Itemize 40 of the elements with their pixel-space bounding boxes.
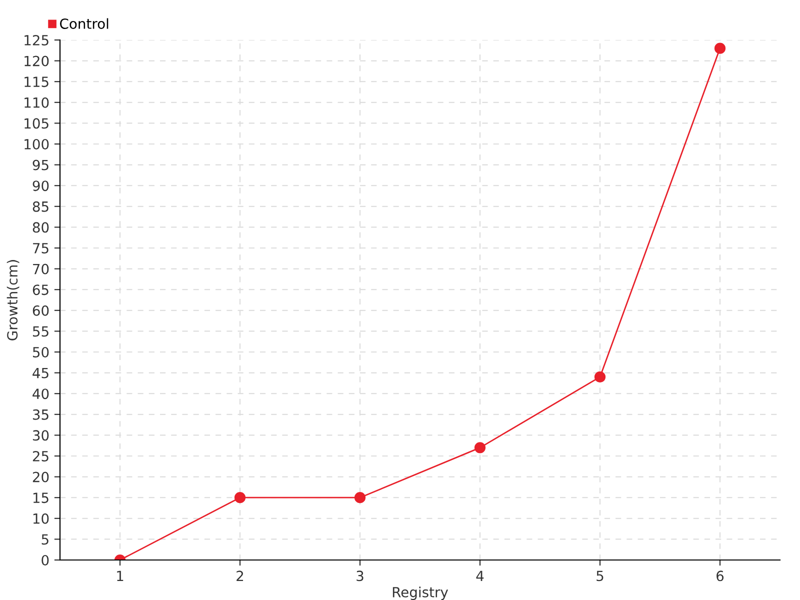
y-tick-label: 125 (24, 34, 48, 46)
legend-label: Control (60, 18, 108, 29)
y-tick-label: 115 (24, 76, 48, 88)
y-tick-label: 30 (32, 430, 49, 441)
y-tick-label: 45 (32, 368, 48, 378)
y-tick-label: 50 (32, 346, 49, 358)
point (474, 442, 486, 454)
y-tick-label: 60 (32, 305, 49, 316)
y-tick-label: 95 (32, 160, 48, 170)
y-tick-label: 105 (24, 118, 48, 129)
y-tick-label: 20 (32, 472, 49, 482)
y-tick-label: 65 (32, 284, 48, 296)
x-tick-label: 2 (236, 570, 244, 581)
y-tick-label: 35 (32, 409, 48, 420)
y-tick-label: 55 (32, 326, 48, 337)
x-tick-label: 5 (596, 570, 604, 582)
y-tick-label: 40 (32, 388, 49, 400)
x-tick-label: 1 (117, 570, 124, 581)
x-tick-label: 6 (716, 570, 724, 582)
y-tick-label: 10 (33, 513, 49, 524)
x-tick-label: 3 (356, 570, 364, 582)
x-tick-label: 4 (476, 570, 484, 581)
y-tick-label: 110 (24, 97, 49, 108)
y-tick-label: 90 (32, 180, 49, 192)
y-tick-label: 120 (24, 56, 49, 66)
y-tick-label: 85 (32, 201, 48, 212)
y-tick-label: 100 (24, 138, 49, 150)
y-tick-label: 75 (33, 243, 48, 254)
y-tick-label: 15 (33, 492, 48, 504)
point (714, 42, 726, 54)
y-axis-title: Growth(cm) (6, 260, 20, 340)
y-tick-label: 5 (42, 534, 48, 545)
point (354, 492, 366, 504)
point (234, 492, 246, 504)
y-tick-label: 25 (32, 450, 48, 462)
y-tick-label: 70 (33, 264, 49, 274)
y-tick-label: 80 (32, 222, 49, 233)
y-tick-label: 0 (42, 554, 49, 566)
point (594, 371, 606, 383)
x-axis-title: Registry (392, 586, 448, 600)
